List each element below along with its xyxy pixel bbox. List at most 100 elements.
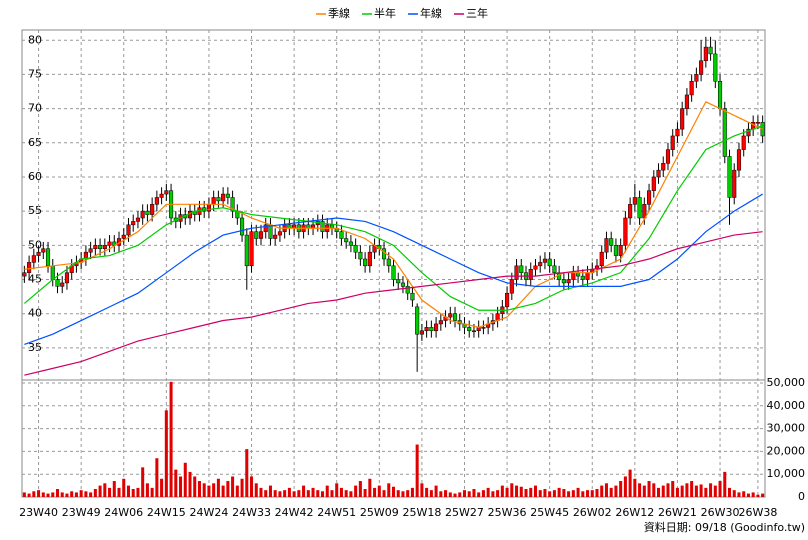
volume-bar xyxy=(70,491,74,497)
candle-body xyxy=(396,279,401,284)
volume-bar xyxy=(283,490,287,497)
candle-body xyxy=(415,306,420,335)
ma-line xyxy=(24,193,763,346)
x-tick-label: 24W06 xyxy=(104,506,143,519)
candle-body xyxy=(41,248,46,253)
candle-body xyxy=(713,53,718,82)
volume-bar xyxy=(117,487,121,497)
volume-bar xyxy=(590,490,594,497)
ma-line xyxy=(23,125,763,311)
candle-body xyxy=(221,193,226,202)
x-tick-label: 26W38 xyxy=(738,506,777,519)
candle-body xyxy=(98,245,103,249)
candle-body xyxy=(438,320,443,325)
volume-bar xyxy=(429,490,433,497)
candle-body xyxy=(154,197,159,205)
candle-body xyxy=(273,234,278,239)
volume-bar xyxy=(55,489,60,497)
volume-bar xyxy=(434,485,438,497)
volume-bar xyxy=(235,485,239,497)
candle-body xyxy=(434,323,439,332)
candle-body xyxy=(694,74,699,82)
candle-body xyxy=(429,327,434,332)
candle-body xyxy=(481,327,486,329)
x-tick-label: 25W36 xyxy=(488,506,527,519)
y-tick-label: 40 xyxy=(28,307,42,320)
x-tick-label: 26W21 xyxy=(658,506,697,519)
x-tick-label: 26W12 xyxy=(615,506,654,519)
volume-bar xyxy=(576,487,580,497)
candle-body xyxy=(699,60,704,75)
volume-bar xyxy=(477,492,481,497)
volume-bar xyxy=(671,481,675,497)
candle-body xyxy=(717,81,723,109)
volume-bar xyxy=(84,491,88,497)
volume-bar xyxy=(396,490,400,497)
volume-bar xyxy=(675,487,679,497)
candle-body xyxy=(419,330,424,335)
volume-bar xyxy=(548,491,552,497)
x-tick-label: 24W33 xyxy=(232,506,271,519)
volume-bar xyxy=(325,485,329,497)
candle-body xyxy=(609,238,614,246)
volume-bar xyxy=(377,485,381,497)
volume-bar xyxy=(751,492,755,497)
candle-body xyxy=(637,197,642,219)
volume-bar xyxy=(226,481,230,497)
candle-body xyxy=(64,272,70,284)
candle-body xyxy=(732,169,737,198)
volume-bar xyxy=(254,483,258,497)
volume-bar xyxy=(126,485,130,497)
candle-body xyxy=(708,46,713,55)
volume-bar xyxy=(420,483,424,497)
volume-bar xyxy=(481,490,485,497)
volume-bar xyxy=(268,485,272,497)
volume-bar xyxy=(690,481,694,497)
candle-body xyxy=(386,258,391,267)
legend-label: 年線 xyxy=(420,6,442,20)
candle-body xyxy=(566,279,571,284)
volume-bar xyxy=(538,490,542,497)
volume-bar xyxy=(519,486,523,497)
volume-bar xyxy=(732,490,736,497)
volume-bar xyxy=(193,476,197,497)
volume-bar xyxy=(415,444,419,497)
y2-tick-label: 40,000 xyxy=(767,399,806,412)
volume-bar xyxy=(458,492,462,497)
candle-body xyxy=(746,128,751,137)
volume-bar xyxy=(287,487,291,497)
volume-bar xyxy=(652,483,656,497)
volume-bar xyxy=(273,490,277,497)
volume-bar xyxy=(344,490,348,497)
candle-body xyxy=(88,248,93,253)
volume-bar xyxy=(401,491,405,497)
volume-bar xyxy=(188,471,192,497)
volume-bar xyxy=(349,491,353,497)
candle-body xyxy=(514,265,519,280)
candle-body xyxy=(670,135,675,150)
volume-bar xyxy=(358,481,362,497)
candle-body xyxy=(254,231,259,239)
candle-body xyxy=(363,258,368,267)
volume-bar xyxy=(666,483,670,497)
volume-bar xyxy=(628,469,632,497)
volume-bar xyxy=(103,483,107,497)
candle-body xyxy=(552,265,557,273)
volume-bar xyxy=(264,490,268,497)
volume-bar xyxy=(37,490,41,497)
candle-body xyxy=(121,234,126,239)
volume-bar xyxy=(306,490,310,497)
candle-body xyxy=(467,327,472,332)
candle-body xyxy=(400,282,406,287)
volume-bar xyxy=(212,483,216,497)
volume-bar xyxy=(108,487,112,497)
volume-bar xyxy=(46,493,50,497)
y-tick-label: 65 xyxy=(28,136,42,149)
candle-body xyxy=(632,197,637,205)
volume-bar xyxy=(704,487,708,497)
candle-body xyxy=(405,286,410,294)
y-tick-label: 55 xyxy=(28,204,42,217)
candle-body xyxy=(599,251,604,267)
volume-bar xyxy=(354,485,358,497)
candle-body xyxy=(623,217,628,246)
